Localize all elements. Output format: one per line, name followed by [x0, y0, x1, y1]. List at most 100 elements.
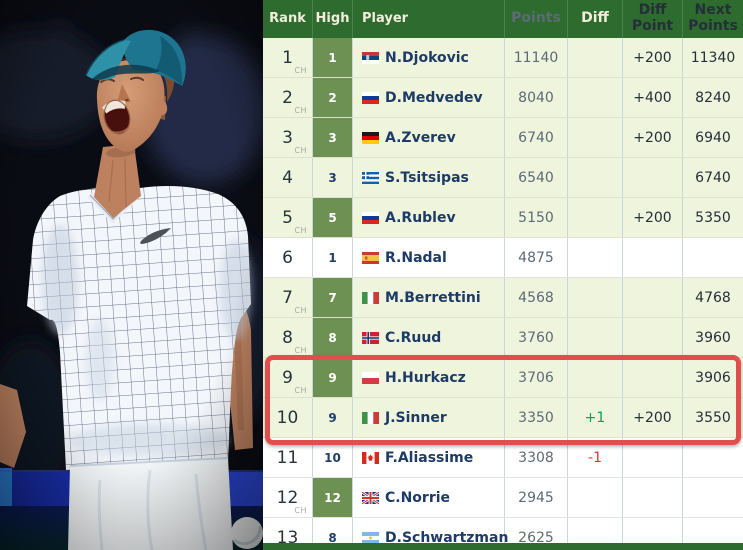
flag-serbia-icon — [362, 51, 379, 64]
flag-norway-icon — [362, 331, 379, 344]
high-value: 9 — [328, 370, 337, 385]
high-cell: 2 — [313, 78, 353, 117]
career-high-badge: CH — [294, 66, 307, 75]
player-name: C.Norrie — [385, 489, 451, 506]
player-cell: C.Ruud — [353, 318, 505, 357]
col-header-next-points: Next Points — [688, 2, 738, 34]
points-cell: 4875 — [505, 238, 568, 277]
diff-cell — [568, 198, 623, 237]
table-row: 2 CH 2 D.Medvedev 8040 +400 8240 — [263, 78, 743, 118]
player-cell: D.Schwartzman — [353, 518, 509, 550]
diff-point-cell: +200 — [623, 118, 683, 157]
player-cell: R.Nadal — [353, 238, 505, 277]
next-points-cell: 8240 — [695, 89, 731, 106]
player-name: R.Nadal — [385, 249, 447, 266]
diff-point-cell: +200 — [623, 398, 683, 437]
flag-russia-icon — [362, 91, 379, 104]
next-points-cell: 11340 — [690, 49, 736, 66]
player-cell: A.Zverev — [353, 118, 505, 157]
diff-point-cell — [623, 438, 683, 477]
points-cell: 8040 — [505, 78, 568, 117]
diff-cell: -1 — [568, 438, 623, 477]
rank-cell: 9 CH — [263, 358, 313, 397]
next-points-cell — [683, 478, 743, 517]
flag-greece-icon — [362, 171, 379, 184]
rank-cell: 5 CH — [263, 198, 313, 237]
diff-cell — [568, 478, 623, 517]
points-cell: 6740 — [505, 118, 568, 157]
next-points-cell — [683, 238, 743, 277]
points-cell: 2945 — [505, 478, 568, 517]
table-row: 6 1 R.Nadal 4875 — [263, 238, 743, 278]
table-row: 9 CH 9 H.Hurkacz 3706 3906 — [263, 358, 743, 398]
points-cell: 11140 — [505, 38, 568, 77]
player-cell: D.Medvedev — [353, 78, 505, 117]
player-cell: M.Berrettini — [353, 278, 505, 317]
diff-cell — [568, 518, 623, 550]
next-points-cell: 3960 — [695, 329, 731, 346]
table-row: 1 CH 1 N.Djokovic 11140 +200 11340 — [263, 38, 743, 78]
career-high-badge: CH — [294, 306, 307, 315]
rank-value: 5 — [282, 207, 293, 228]
diff-cell: +1 — [568, 398, 623, 437]
points-cell: 4568 — [505, 278, 568, 317]
rank-value: 12 — [276, 487, 299, 508]
high-cell: 12 — [313, 478, 353, 517]
high-cell: 5 — [313, 198, 353, 237]
diff-cell — [568, 358, 623, 397]
flag-argentina-icon — [362, 531, 379, 544]
points-cell: 3308 — [505, 438, 568, 477]
diff-cell — [568, 238, 623, 277]
player-photo — [0, 0, 263, 550]
rank-cell: 7 CH — [263, 278, 313, 317]
table-body: 1 CH 1 N.Djokovic 11140 +200 11340 2 CH 2 D.Medved… — [263, 38, 743, 550]
player-name: J.Sinner — [385, 409, 447, 426]
player-cell: H.Hurkacz — [353, 358, 505, 397]
diff-cell — [568, 78, 623, 117]
next-points-cell: 3550 — [695, 409, 731, 426]
diff-point-cell: +200 — [623, 198, 683, 237]
table-row: 8 CH 8 C.Ruud 3760 3960 — [263, 318, 743, 358]
diff-cell — [568, 118, 623, 157]
career-high-badge: CH — [294, 226, 307, 235]
rank-value: 1 — [282, 47, 293, 68]
player-name: A.Rublev — [385, 209, 456, 226]
player-name: D.Schwartzman — [385, 529, 509, 546]
player-cell: C.Norrie — [353, 478, 505, 517]
points-cell: 3706 — [505, 358, 568, 397]
high-cell: 3 — [313, 118, 353, 157]
rank-value: 9 — [282, 367, 293, 388]
rank-value: 8 — [282, 327, 293, 348]
col-header-diff: Diff — [568, 0, 623, 38]
next-points-cell: 6740 — [695, 169, 731, 186]
high-cell: 9 — [313, 398, 353, 437]
rank-cell: 8 CH — [263, 318, 313, 357]
points-cell: 6540 — [505, 158, 568, 197]
high-value: 3 — [328, 170, 337, 185]
rank-value: 10 — [276, 407, 299, 428]
next-points-cell — [683, 438, 743, 477]
player-cell: N.Djokovic — [353, 38, 505, 77]
diff-point-cell — [623, 278, 683, 317]
high-value: 8 — [328, 330, 337, 345]
high-value: 7 — [328, 290, 337, 305]
rank-cell: 1 CH — [263, 38, 313, 77]
flag-spain-icon — [362, 251, 379, 264]
rank-cell: 2 CH — [263, 78, 313, 117]
diff-cell — [568, 318, 623, 357]
career-high-badge: CH — [294, 146, 307, 155]
flag-russia-icon — [362, 211, 379, 224]
high-cell: 8 — [313, 318, 353, 357]
career-high-badge: CH — [294, 106, 307, 115]
diff-point-cell — [623, 518, 683, 550]
rank-cell: 10 — [263, 398, 313, 437]
flag-uk-icon — [362, 491, 379, 504]
player-cell: A.Rublev — [353, 198, 505, 237]
rank-value: 2 — [282, 87, 293, 108]
rank-cell: 3 CH — [263, 118, 313, 157]
col-header-rank: Rank — [263, 0, 313, 38]
next-points-cell: 6940 — [695, 129, 731, 146]
table-row: 7 CH 7 M.Berrettini 4568 4768 — [263, 278, 743, 318]
rank-cell: 6 — [263, 238, 313, 277]
